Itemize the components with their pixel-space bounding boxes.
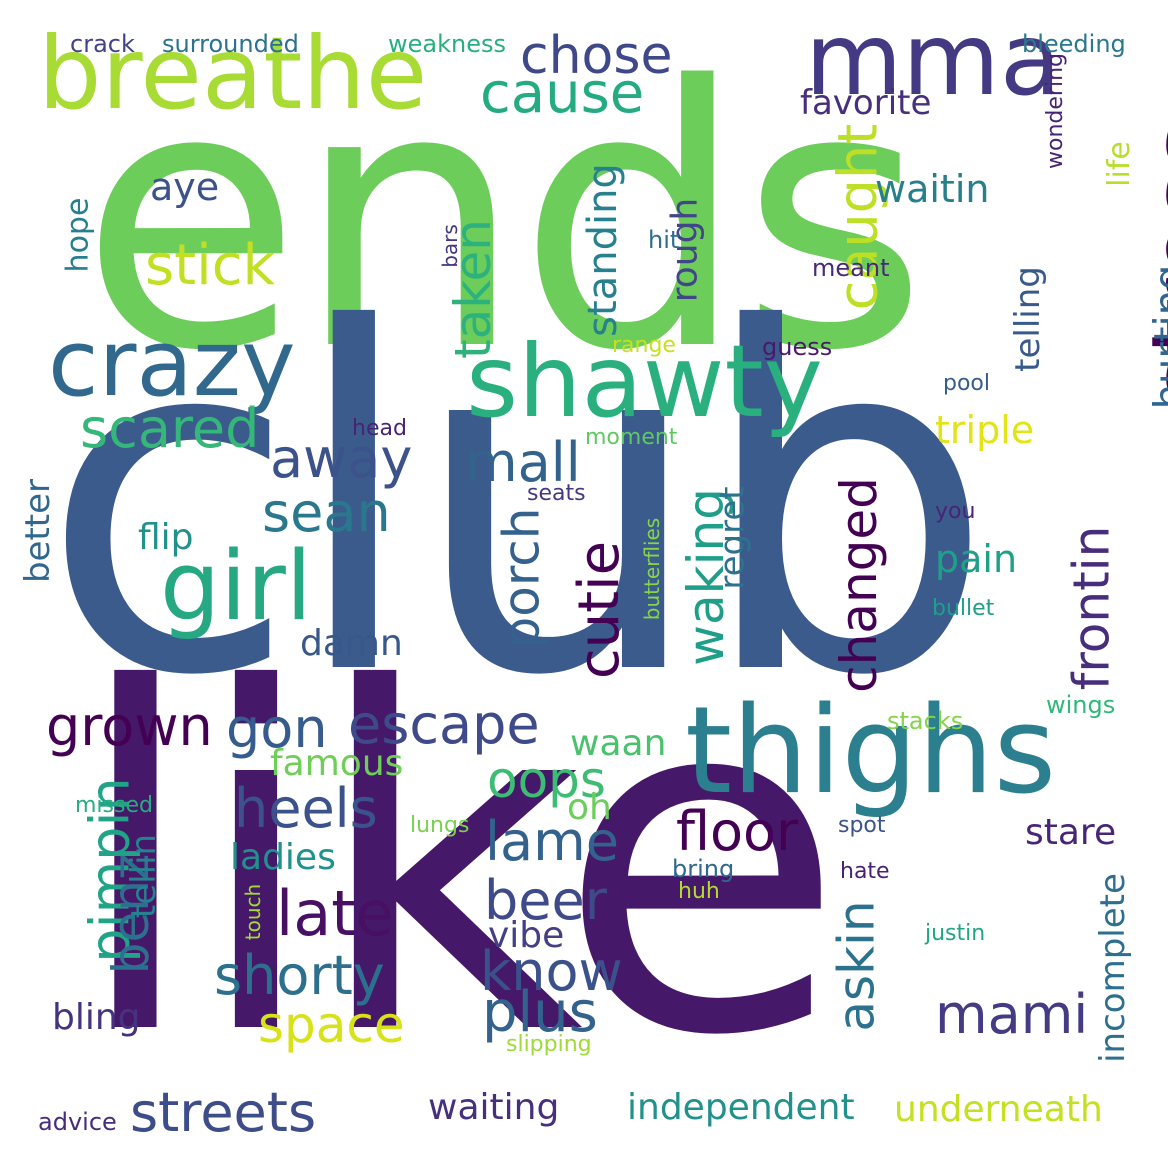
cloud-word: chose: [520, 26, 673, 86]
cloud-word: head: [352, 416, 407, 441]
cloud-word: aye: [150, 165, 220, 209]
cloud-word: breathe: [38, 15, 428, 132]
cloud-word: floor: [676, 800, 799, 863]
cloud-word: bars: [437, 224, 462, 268]
cloud-word: missed: [75, 793, 153, 818]
cloud-word: tellin: [124, 833, 165, 919]
cloud-word: hope: [60, 197, 96, 273]
cloud-word: heels: [234, 777, 378, 840]
cloud-word: shorty: [214, 944, 385, 1007]
cloud-word: damn: [300, 623, 403, 664]
cloud-word: surrounded: [162, 30, 299, 58]
cloud-word: moment: [585, 425, 678, 450]
cloud-word: oops: [487, 751, 606, 809]
cloud-word: meant: [812, 254, 890, 282]
cloud-word: life: [1101, 141, 1137, 187]
cloud-word: independent: [627, 1087, 855, 1128]
cloud-word: spot: [838, 813, 886, 838]
cloud-word: vibe: [488, 915, 565, 956]
cloud-word: mma: [805, 1, 1062, 118]
cloud-word: changed: [829, 477, 888, 693]
cloud-word: askin: [827, 900, 886, 1032]
cloud-word: sean: [262, 481, 391, 544]
cloud-word: weakness: [388, 30, 506, 58]
cloud-word: like: [70, 591, 846, 1138]
cloud-word: escape: [348, 693, 540, 756]
cloud-word: lame: [485, 810, 619, 873]
cloud-word: streets: [130, 1081, 317, 1144]
cloud-word: guess: [762, 333, 833, 361]
cloud-word: wings: [1046, 691, 1116, 719]
cloud-word: better: [18, 478, 59, 584]
cloud-word: hit: [648, 226, 680, 254]
cloud-word: triple: [935, 408, 1035, 452]
cloud-word: caught: [826, 123, 890, 311]
cloud-word: wondering: [1042, 53, 1068, 169]
cloud-word: seats: [527, 481, 586, 506]
cloud-word: ladies: [230, 837, 336, 878]
cloud-word: stare: [1025, 812, 1117, 853]
cloud-word: mami: [935, 983, 1089, 1046]
cloud-word: waitin: [875, 167, 990, 211]
cloud-word: crazy: [48, 310, 296, 417]
cloud-word: club: [40, 231, 995, 778]
cloud-word: shawty: [466, 323, 823, 440]
cloud-word: huh: [678, 879, 720, 904]
cloud-word: scared: [80, 397, 260, 460]
cloud-word: hurting: [1146, 264, 1168, 410]
cloud-word: telling: [1007, 266, 1048, 372]
cloud-word: standing: [579, 163, 626, 337]
cloud-word: favorite: [800, 83, 932, 123]
cloud-word: waan: [570, 723, 667, 764]
cloud-word: away: [270, 427, 413, 490]
cloud-word: waiting: [428, 1087, 560, 1128]
cloud-word: bling: [52, 997, 141, 1038]
cloud-word: beer: [484, 869, 607, 932]
cloud-word: underneath: [894, 1089, 1103, 1130]
cloud-word: oh: [567, 787, 612, 828]
cloud-word: famous: [270, 743, 404, 784]
cloud-word: cause: [480, 61, 645, 126]
cloud-word: incomplete: [1092, 873, 1133, 1063]
cloud-word: hate: [840, 859, 890, 884]
cloud-word: ends: [80, 10, 928, 429]
cloud-word: regret: [712, 486, 753, 590]
cloud-word: bleeding: [1022, 30, 1126, 58]
cloud-word: bring: [672, 855, 735, 883]
cloud-word: advice: [38, 1108, 117, 1136]
cloud-word: touch: [241, 883, 266, 941]
cloud-word: justin: [925, 921, 986, 946]
cloud-word: frontin: [1062, 525, 1121, 691]
cloud-word: butterflies: [640, 517, 665, 621]
cloud-word: know: [480, 940, 623, 1003]
cloud-word: range: [612, 333, 676, 358]
cloud-word: you: [935, 499, 976, 524]
cloud-word: stacks: [887, 707, 964, 735]
cloud-word: space: [258, 996, 405, 1054]
cloud-word: slipping: [506, 1032, 592, 1057]
cloud-word: mall: [465, 431, 581, 494]
cloud-word: pain: [935, 537, 1018, 581]
cloud-word: grown: [46, 695, 213, 758]
cloud-word: stick: [145, 233, 275, 298]
cloud-word: lungs: [410, 813, 470, 838]
cloud-word: porch: [492, 507, 551, 649]
cloud-word: cutie: [567, 540, 633, 680]
cloud-word: bullet: [932, 596, 995, 621]
cloud-word: flip: [138, 517, 194, 558]
cloud-word: late: [276, 877, 394, 950]
cloud-word: plus: [482, 980, 598, 1045]
cloud-word: girl: [160, 532, 313, 642]
cloud-word: gon: [226, 697, 328, 760]
cloud-word: pool: [943, 371, 990, 396]
cloud-word: crack: [70, 30, 135, 58]
cloud-word: thighs: [685, 682, 1057, 821]
